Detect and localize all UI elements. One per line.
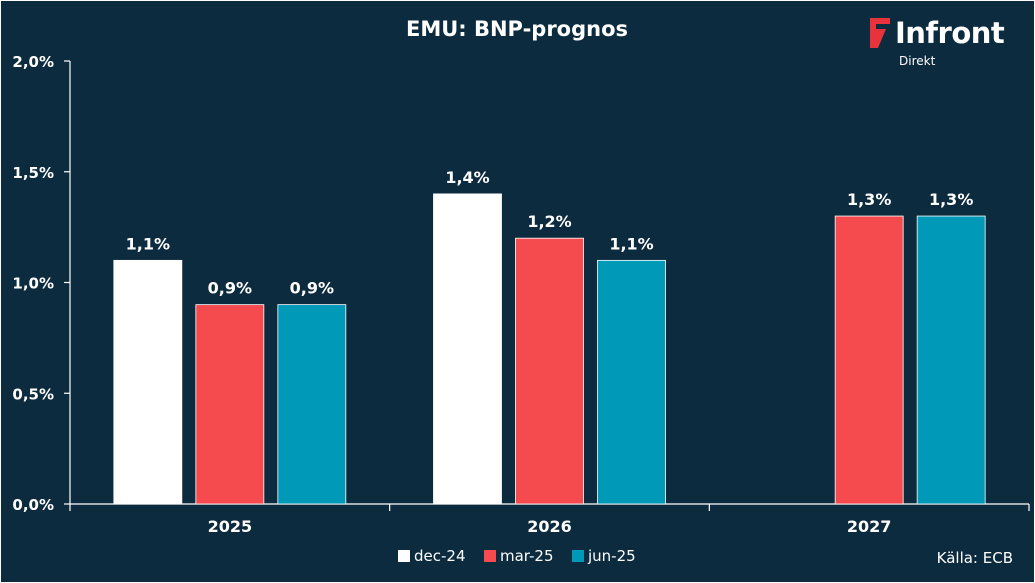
bar-dec-24-2025 — [113, 259, 183, 505]
bar-dec-24-2026 — [433, 193, 502, 505]
data-label: 0,9% — [290, 279, 334, 298]
bar-jun-25-2027 — [916, 215, 986, 505]
data-label: 1,3% — [847, 190, 891, 209]
bar-jun-25-2025 — [277, 304, 347, 505]
logo-subtitle: Direkt — [899, 54, 936, 68]
bar-mar-25-2025 — [195, 304, 265, 505]
data-label: 1,1% — [609, 234, 653, 253]
logo-wordmark: Infront — [895, 16, 1005, 50]
bar-mar-25-2027 — [834, 215, 904, 505]
legend-swatch-mar-25 — [484, 550, 496, 562]
data-label: 1,1% — [126, 234, 170, 253]
infront-logo-mark — [870, 18, 890, 48]
data-label: 1,3% — [929, 190, 973, 209]
data-label: 1,2% — [527, 212, 571, 231]
y-tick-label: 1,5% — [12, 164, 54, 182]
x-tick-label: 2026 — [527, 517, 572, 536]
data-label: 1,4% — [445, 168, 489, 187]
data-label: 0,9% — [208, 279, 252, 298]
infront-logo: Infront Direkt — [868, 14, 1028, 74]
y-tick-label: 2,0% — [12, 53, 54, 71]
legend-swatch-jun-25 — [572, 550, 584, 562]
y-tick-label: 0,0% — [12, 496, 54, 514]
legend-swatch-dec-24 — [398, 550, 410, 562]
x-tick-label: 2027 — [847, 517, 892, 536]
legend-label-dec-24: dec-24 — [414, 547, 466, 565]
chart-title: EMU: BNP-prognos — [406, 17, 628, 41]
bar-mar-25-2026 — [515, 237, 584, 505]
source-note: Källa: ECB — [936, 549, 1013, 567]
legend-label-jun-25: jun-25 — [587, 547, 636, 565]
legend-label-mar-25: mar-25 — [500, 547, 554, 565]
bar-jun-25-2026 — [597, 259, 666, 505]
y-tick-label: 0,5% — [12, 385, 54, 403]
y-tick-label: 1,0% — [12, 275, 54, 293]
x-tick-label: 2025 — [208, 517, 253, 536]
